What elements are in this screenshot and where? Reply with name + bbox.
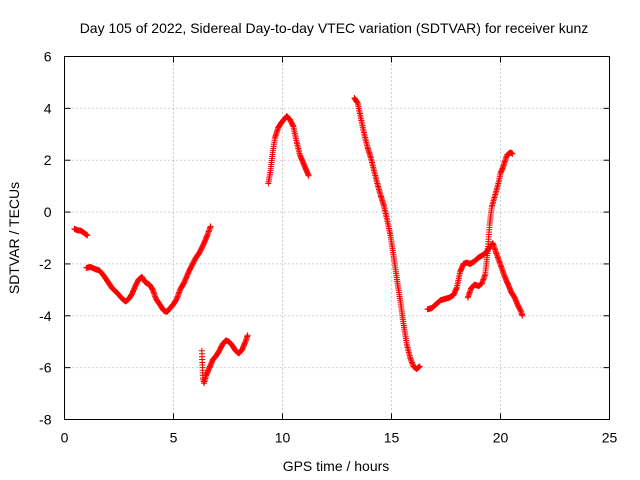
data-point	[244, 332, 251, 339]
data-point	[305, 172, 312, 179]
x-tick-label: 10	[275, 430, 291, 446]
y-tick-label: -6	[39, 360, 52, 376]
x-tick-label: 15	[384, 430, 400, 446]
data-point	[83, 231, 90, 238]
data-point	[83, 231, 90, 238]
y-tick-label: -2	[39, 256, 52, 272]
data-point	[509, 150, 516, 157]
data-point	[415, 364, 422, 371]
data-point	[519, 312, 526, 319]
data-point	[354, 99, 361, 106]
y-tick-label: 6	[44, 49, 52, 65]
x-tick-label: 20	[493, 430, 509, 446]
x-tick-label: 0	[61, 430, 69, 446]
y-tick-label: -8	[39, 412, 52, 428]
data-point	[289, 122, 296, 129]
data-point	[416, 363, 423, 370]
y-tick-label: 0	[44, 204, 52, 220]
grid-lines	[64, 56, 610, 420]
data-point	[416, 363, 423, 370]
data-points	[71, 94, 526, 387]
x-axis-label: GPS time / hours	[283, 458, 390, 474]
y-tick-label: -4	[39, 308, 52, 324]
y-axis-label: SDTVAR / TECUs	[6, 182, 22, 294]
y-tick-label: 2	[44, 152, 52, 168]
axis-ticks: 0 5 10 15 20 25 -8 -6 -4 -2 0 2 4 6	[39, 49, 617, 446]
x-tick-label: 5	[170, 430, 178, 446]
plot-frame	[64, 56, 610, 420]
y-tick-label: 4	[44, 100, 52, 116]
chart-title: Day 105 of 2022, Sidereal Day-to-day VTE…	[80, 20, 589, 36]
x-tick-label: 25	[602, 430, 618, 446]
data-point	[84, 232, 91, 239]
data-point	[207, 223, 214, 230]
